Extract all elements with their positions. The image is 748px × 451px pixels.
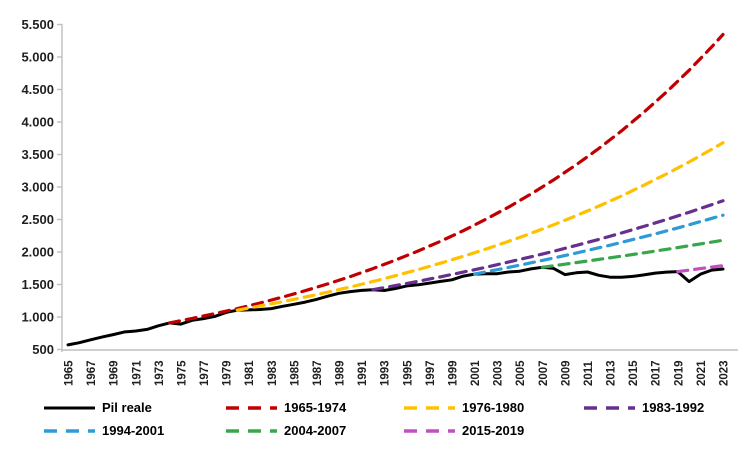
x-axis-label: 2009 [560, 360, 572, 386]
x-axis-label: 2013 [606, 360, 618, 386]
legend-label-2004-2007: 2004-2007 [284, 423, 347, 438]
legend-label-1983-1992: 1983-1992 [642, 400, 705, 415]
y-axis-label: 1.500 [21, 277, 54, 292]
chart-legend: Pil reale 1965-1974 1976-1980 1983-1992 1994… [0, 0, 748, 438]
legend-item-1994-2001: 1994-2001 [43, 422, 164, 440]
legend-item-1976-1980: 1976-1980 [403, 399, 524, 417]
y-axis-label: 5.000 [21, 50, 54, 65]
x-axis-label: 1999 [447, 360, 459, 386]
legend-swatch-2004-2007 [226, 429, 277, 433]
legend-swatch-1983-1992 [584, 406, 635, 410]
x-axis-label: 2023 [719, 360, 731, 386]
x-axis-label: 1983 [267, 360, 279, 386]
x-axis-label: 2007 [538, 360, 550, 386]
series-line-1983-1992 [371, 199, 725, 292]
y-axis-label: 2.000 [21, 245, 54, 260]
legend-item-1983-1992: 1983-1992 [583, 399, 704, 417]
series-line-2015-2019 [676, 264, 725, 274]
x-axis-label: 1973 [154, 360, 166, 386]
x-axis-label: 1981 [244, 360, 256, 386]
y-axis-label: 4.000 [21, 115, 54, 130]
x-axis-label: 2015 [628, 360, 640, 386]
x-axis-label: 2003 [493, 360, 505, 386]
series-line-1965-1974 [168, 32, 725, 325]
x-axis-label: 1985 [289, 360, 301, 386]
x-axis-label: 1987 [312, 360, 324, 386]
x-axis-label: 1975 [176, 360, 188, 386]
y-axis-label: 2.500 [21, 212, 54, 227]
legend-label-1965-1974: 1965-1974 [284, 400, 347, 415]
x-axis-label: 1965 [64, 360, 76, 386]
y-axis-label: 1.000 [21, 310, 54, 325]
x-axis-label: 1969 [109, 360, 121, 386]
series-line-1976-1980 [235, 141, 725, 312]
y-axis-label: 5.500 [21, 17, 54, 32]
x-axis-label: 1967 [86, 360, 98, 386]
x-axis-label: 2017 [651, 360, 663, 386]
legend-label-1994-2001: 1994-2001 [102, 423, 165, 438]
y-axis-label: 3.000 [21, 180, 54, 195]
x-axis-label: 1995 [402, 360, 414, 386]
legend-swatch-pil-reale [44, 406, 95, 410]
x-axis-label: 1979 [222, 360, 234, 386]
x-axis-label: 1971 [131, 360, 143, 386]
x-axis-label: 1993 [380, 360, 392, 386]
x-axis-label: 2001 [470, 360, 482, 386]
legend-item-2004-2007: 2004-2007 [225, 422, 346, 440]
legend-swatch-2015-2019 [404, 429, 455, 433]
legend-swatch-1994-2001 [44, 429, 95, 433]
y-axis-label: 3.500 [21, 147, 54, 162]
x-axis-label: 1991 [357, 360, 369, 386]
x-axis-label: 2005 [515, 360, 527, 386]
legend-label-pil-reale: Pil reale [102, 400, 152, 415]
legend-label-2015-2019: 2015-2019 [462, 423, 525, 438]
x-axis-label: 1989 [335, 360, 347, 386]
legend-swatch-1976-1980 [404, 406, 455, 410]
x-axis-label: 2021 [696, 360, 708, 386]
x-axis-label: 1977 [199, 360, 211, 386]
series-line-2004-2007 [540, 238, 725, 269]
series-line-1994-2001 [473, 213, 725, 276]
x-axis-label: 2019 [673, 360, 685, 386]
series-line-pil-reale [66, 265, 725, 347]
x-axis-label: 2011 [583, 360, 595, 386]
x-axis-label: 1997 [425, 360, 437, 386]
legend-item-pil-reale: Pil reale [43, 399, 152, 417]
y-axis-label: 4.500 [21, 82, 54, 97]
legend-label-1976-1980: 1976-1980 [462, 400, 525, 415]
plot-area: 500 1.000 1.500 2.000 2.500 3.000 3.500 4.000 4.… [21, 17, 738, 386]
legend-item-2015-2019: 2015-2019 [403, 422, 524, 440]
y-axis-label: 500 [32, 342, 54, 357]
legend-item-1965-1974: 1965-1974 [225, 399, 346, 417]
legend-swatch-1965-1974 [226, 406, 277, 410]
